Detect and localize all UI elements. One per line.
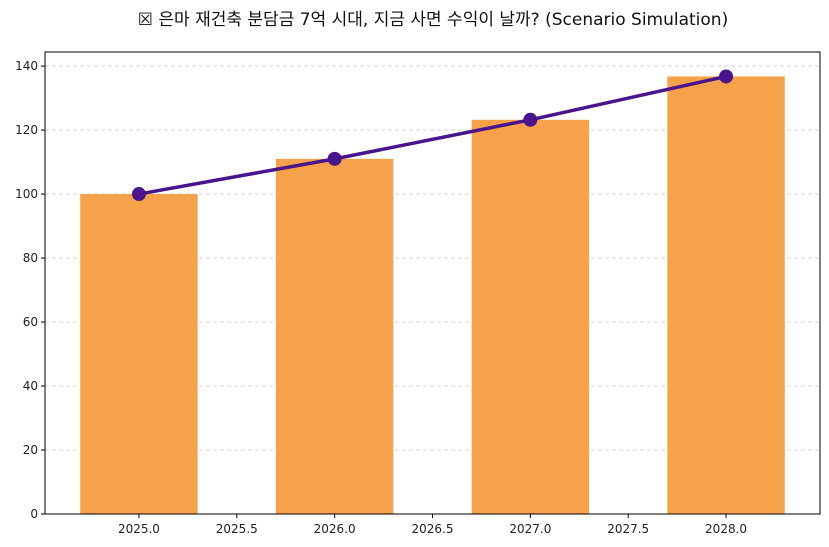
line-series <box>131 69 734 202</box>
bar-2025 <box>80 194 198 514</box>
x-tick-label: 2025.5 <box>216 522 258 536</box>
line-point-2026 <box>327 151 342 166</box>
x-tick-label: 2025.0 <box>118 522 160 536</box>
bars <box>80 76 785 515</box>
y-tick-label: 120 <box>15 123 38 137</box>
line-path <box>138 74 727 196</box>
y-tick-label: 60 <box>23 315 38 329</box>
line-point-2025 <box>131 187 146 202</box>
x-tick-label: 2026.0 <box>314 522 356 536</box>
y-tick-label: 100 <box>15 187 38 201</box>
x-tick-label: 2027.5 <box>607 522 649 536</box>
x-tick-label: 2028.0 <box>705 522 747 536</box>
bar-2028 <box>667 76 785 515</box>
y-tick-label: 20 <box>23 443 38 457</box>
y-tick-label: 0 <box>30 507 38 521</box>
x-tick-label: 2026.5 <box>412 522 454 536</box>
y-axis: 0 20 40 60 80 100 120 140 <box>15 59 45 521</box>
line-point-2027 <box>523 112 538 127</box>
y-tick-label: 40 <box>23 379 38 393</box>
x-tick-label: 2027.0 <box>509 522 551 536</box>
bar-2027 <box>471 119 590 514</box>
x-axis: 2025.0 2025.5 2026.0 2026.5 2027.0 2027.5 2028… <box>118 514 747 536</box>
chart-title: ☒ 은마 재건축 분담금 7억 시대, 지금 사면 수익이 날까? (Scena… <box>138 10 728 30</box>
y-tick-label: 80 <box>23 251 38 265</box>
bar-2026 <box>275 158 394 514</box>
line-point-2028 <box>719 69 734 84</box>
y-tick-label: 140 <box>15 59 38 73</box>
